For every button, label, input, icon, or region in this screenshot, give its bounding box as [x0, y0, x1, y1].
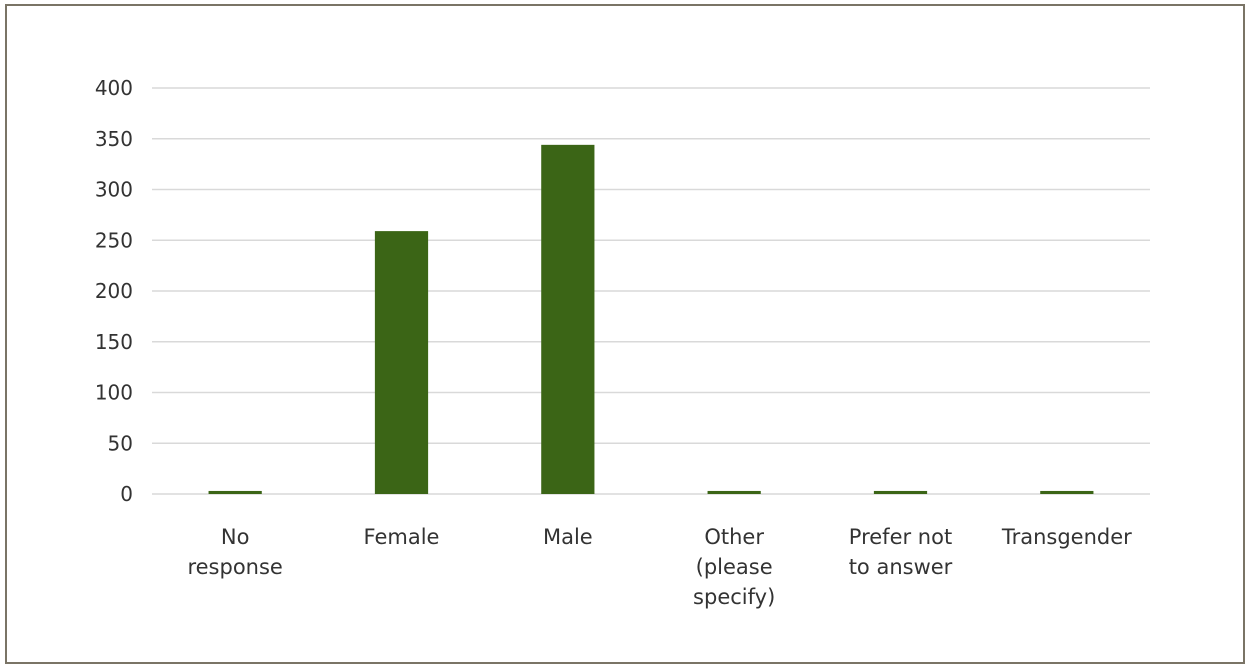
x-category-label-line: specify) — [693, 585, 775, 609]
x-category-label-line: to answer — [849, 555, 953, 579]
y-tick-label: 50 — [108, 431, 133, 455]
y-tick-label: 0 — [120, 482, 133, 506]
x-category-label-line: Male — [543, 525, 593, 549]
x-category-label: No response — [187, 525, 282, 579]
x-category-label: Other (please specify) — [693, 525, 775, 609]
x-category-label: Prefer not to answer — [849, 525, 953, 579]
x-axis-category-labels: No response Female Male Other (please specify)… — [187, 525, 1132, 609]
x-category-label-line: Female — [364, 525, 440, 549]
y-tick-label: 150 — [95, 330, 133, 354]
bar — [873, 490, 928, 494]
x-category-label: Male — [543, 525, 593, 549]
y-axis-tick-labels: 0 50 100 150 200 250 300 350 400 — [95, 76, 133, 506]
bar — [707, 490, 761, 494]
x-category-label-line: (please — [696, 555, 773, 579]
y-tick-label: 350 — [95, 127, 133, 151]
x-category-label: Transgender — [1001, 525, 1132, 549]
x-category-label: Female — [364, 525, 440, 549]
x-category-label-line: No — [221, 525, 250, 549]
y-tick-label: 200 — [95, 279, 133, 303]
y-tick-label: 400 — [95, 76, 133, 100]
x-category-label-line: Transgender — [1001, 525, 1132, 549]
bars — [208, 144, 1094, 495]
bar — [541, 144, 595, 494]
x-category-label-line: response — [187, 555, 282, 579]
y-tick-label: 100 — [95, 381, 133, 405]
bar — [374, 231, 429, 495]
gridlines — [152, 87, 1150, 495]
y-tick-label: 300 — [95, 178, 133, 202]
bar — [1040, 490, 1094, 494]
y-tick-label: 250 — [95, 228, 133, 252]
x-category-label-line: Other — [704, 525, 764, 549]
chart-frame — [5, 4, 1245, 664]
x-category-label-line: Prefer not — [849, 525, 952, 549]
bar — [208, 490, 262, 494]
